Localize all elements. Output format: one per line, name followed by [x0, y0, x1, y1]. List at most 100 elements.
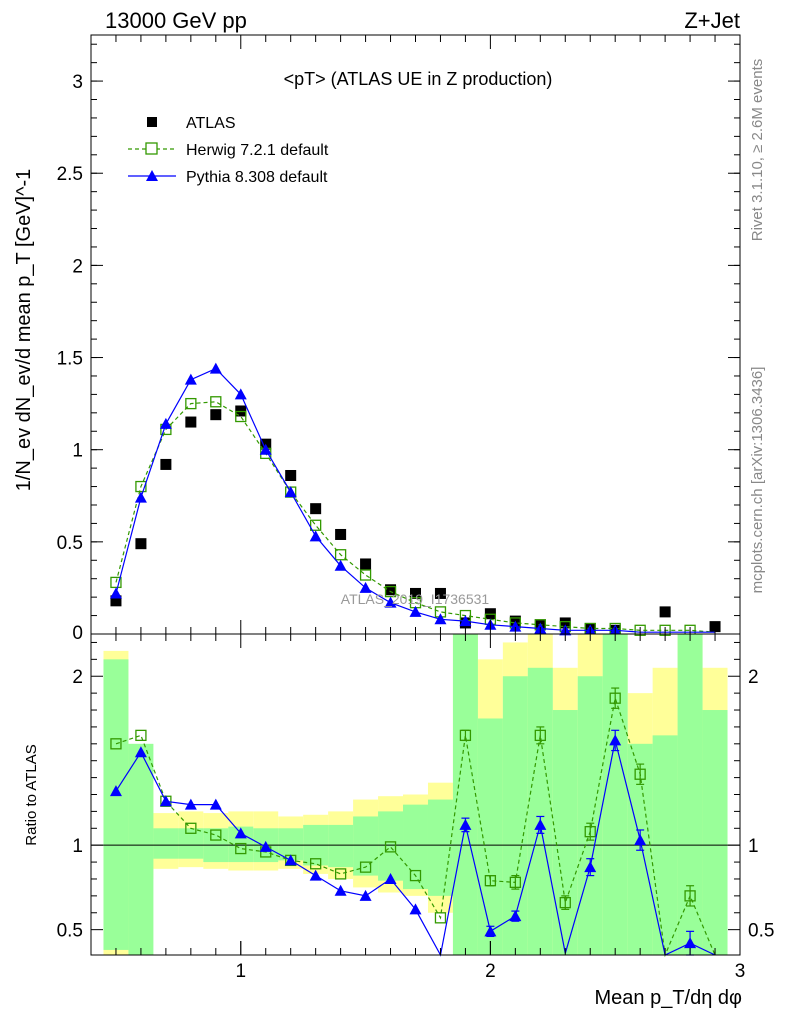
ratio-point-pythia [359, 889, 372, 901]
ratio-point-herwig [359, 861, 372, 873]
ratio-point-herwig [509, 876, 521, 889]
main-point-atlas [185, 416, 197, 428]
ratio-band-green [328, 824, 354, 868]
main-point-herwig [235, 410, 247, 423]
ratio-point-pythia [684, 937, 697, 949]
main-point-pythia [209, 362, 222, 374]
main-point-herwig [110, 576, 122, 589]
watermark: ATLAS_2019_I1736531 [341, 591, 490, 607]
main-point-pythia [134, 491, 147, 503]
ratio-band-green [552, 710, 578, 955]
main-point-pythia [409, 605, 422, 617]
main-point-atlas [709, 621, 721, 633]
legend-marker-atlas [147, 117, 157, 127]
main-point-pythia [159, 417, 172, 429]
main-point-herwig [210, 396, 222, 408]
main-y-axis-label: 1/N_ev dN_ev/d mean p_T [GeV]^-1 [13, 169, 35, 492]
ratio-point-pythia [409, 903, 422, 915]
ratio-band-green [477, 718, 503, 955]
main-title: <pT> (ATLAS UE in Z production) [284, 69, 553, 89]
main-point-herwig [185, 397, 197, 410]
main-point-atlas [410, 587, 421, 599]
ratio-panel-frame [90, 633, 741, 956]
ratio-panel: 0.5 0.5 1 1 2 2 1 2 3 Ratio to ATLAS Mean p_T/dη… [23, 633, 774, 1009]
main-y-tick-label: 2 [72, 256, 83, 277]
ratio-point-herwig [384, 841, 397, 853]
main-point-pythia [434, 613, 447, 625]
ratio-point-herwig [334, 868, 347, 880]
ratio-point-pythia [509, 910, 522, 922]
main-point-pythia [259, 443, 272, 455]
main-point-atlas [559, 617, 571, 629]
main-point-herwig [384, 585, 397, 598]
x-tick-label: 1 [235, 961, 246, 982]
ratio-point-herwig [459, 729, 472, 742]
ratio-y-tick-label-right: 2 [748, 667, 759, 688]
legend-label-atlas: ATLAS [186, 115, 236, 132]
ratio-point-pythia [634, 834, 647, 846]
rivet-label: Rivet 3.1.10, ≥ 2.6M events [749, 59, 766, 242]
ratio-point-herwig [684, 890, 696, 902]
main-point-atlas [285, 469, 297, 481]
ratio-point-pythia [534, 818, 547, 830]
ratio-band-green [427, 799, 453, 896]
legend-marker-pythia [146, 170, 158, 181]
ratio-point-herwig [559, 896, 571, 909]
ratio-point-pythia [259, 840, 272, 852]
header-process: Z+Jet [684, 8, 740, 33]
ratio-point-pythia [484, 925, 497, 937]
main-point-atlas [310, 503, 322, 515]
ratio-point-pythia [184, 798, 197, 810]
ratio-point-pythia [584, 861, 597, 873]
main-point-herwig [359, 569, 372, 581]
ratio-point-pythia [234, 827, 247, 839]
main-point-atlas [335, 528, 347, 540]
ratio-point-pythia [209, 798, 222, 810]
ratio-band-green [702, 710, 728, 955]
main-point-atlas [360, 558, 372, 570]
main-point-atlas [135, 538, 147, 550]
main-point-pythia [459, 615, 472, 627]
ratio-band-green [378, 811, 404, 881]
ratio-point-herwig [235, 842, 247, 855]
ratio-y-tick-label-right: 1 [748, 836, 759, 857]
main-point-atlas [160, 458, 172, 470]
ratio-point-pythia [309, 869, 322, 881]
main-point-pythia [109, 587, 122, 599]
main-point-herwig [310, 519, 322, 531]
ratio-point-herwig [310, 858, 322, 870]
x-tick-label: 2 [485, 961, 496, 982]
legend: ATLAS Herwig 7.2.1 default Pythia 8.308 … [128, 115, 329, 186]
ratio-band-green [103, 659, 129, 950]
main-point-herwig [334, 549, 347, 561]
main-line-herwig [115, 401, 716, 633]
main-point-pythia [309, 530, 322, 542]
ratio-y-axis-label: Ratio to ATLAS [23, 744, 40, 845]
ratio-point-herwig [484, 875, 497, 887]
ratio-y-tick-label: 0.5 [57, 921, 83, 942]
ratio-point-pythia [109, 785, 122, 797]
ratio-point-herwig [110, 738, 122, 750]
main-point-atlas [110, 595, 122, 607]
main-y-tick-label: 2.5 [57, 164, 83, 185]
ratio-point-herwig [409, 869, 422, 882]
legend-marker-herwig [145, 142, 158, 155]
ratio-point-herwig [185, 822, 197, 834]
ratio-point-herwig [634, 768, 646, 780]
main-point-pythia [384, 596, 397, 608]
ratio-point-herwig [584, 826, 596, 838]
ratio-point-pythia [334, 884, 347, 896]
main-panel: 0.5 1 1.5 2 2.5 3 0 <pT> (ATLAS UE in Z produc… [13, 34, 741, 644]
ratio-band-green [153, 828, 179, 859]
legend-label-herwig: Herwig 7.2.1 default [186, 142, 329, 159]
ratio-point-pythia [284, 854, 297, 866]
x-axis-label: Mean p_T/dη dφ [595, 987, 743, 1009]
main-point-herwig [135, 480, 147, 493]
main-y-tick-label: 3 [72, 72, 83, 93]
main-y-tick-label: 0.5 [57, 533, 83, 554]
ratio-point-pythia [384, 872, 397, 884]
ratio-point-pythia [609, 734, 622, 746]
main-point-pythia [509, 620, 522, 632]
main-point-atlas [210, 409, 222, 421]
ratio-y-tick-label-right: 0.5 [748, 921, 774, 942]
